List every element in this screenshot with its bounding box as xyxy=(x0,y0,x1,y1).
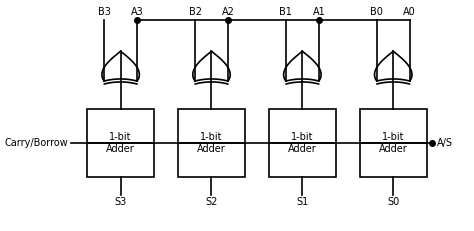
Text: A1: A1 xyxy=(312,7,325,18)
Text: S0: S0 xyxy=(387,198,400,207)
Bar xyxy=(178,109,245,177)
Text: S3: S3 xyxy=(115,198,127,207)
Bar xyxy=(269,109,336,177)
Text: 1-bit
Adder: 1-bit Adder xyxy=(106,132,135,154)
Bar xyxy=(360,109,427,177)
Text: S2: S2 xyxy=(205,198,218,207)
Text: S1: S1 xyxy=(296,198,309,207)
Text: 1-bit
Adder: 1-bit Adder xyxy=(288,132,317,154)
Text: A3: A3 xyxy=(131,7,144,18)
Bar xyxy=(87,109,154,177)
Text: Carry/Borrow: Carry/Borrow xyxy=(5,138,69,148)
Text: B0: B0 xyxy=(370,7,383,18)
Text: 1-bit
Adder: 1-bit Adder xyxy=(379,132,408,154)
Text: A/S: A/S xyxy=(438,138,454,148)
Text: 1-bit
Adder: 1-bit Adder xyxy=(197,132,226,154)
Text: A2: A2 xyxy=(221,7,234,18)
Text: B1: B1 xyxy=(280,7,292,18)
Text: A0: A0 xyxy=(403,7,416,18)
Text: B3: B3 xyxy=(98,7,110,18)
Text: B2: B2 xyxy=(189,7,201,18)
